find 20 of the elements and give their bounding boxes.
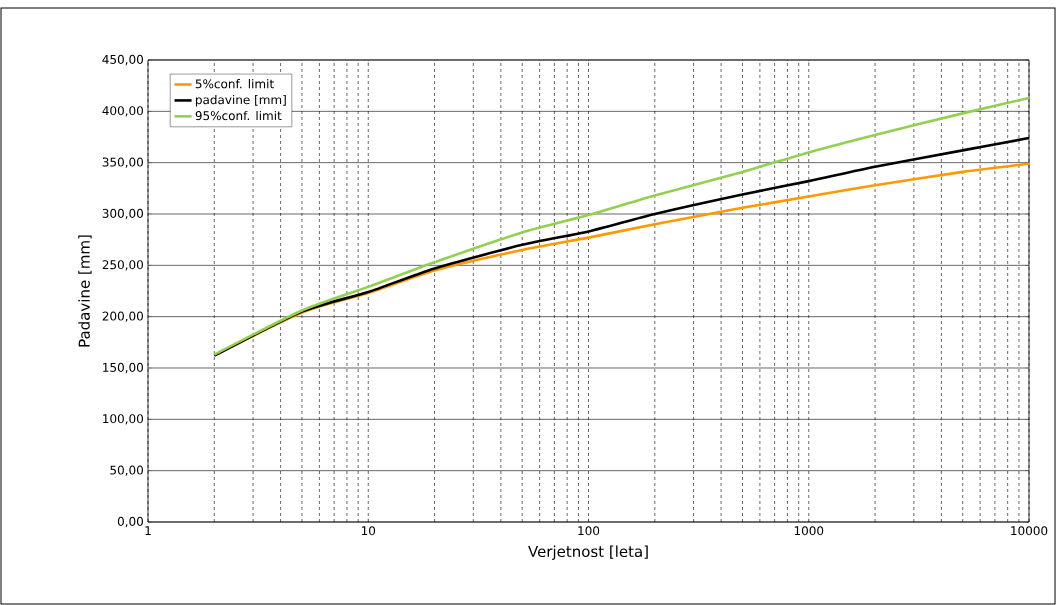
y-axis-title: Padavine [mm] — [78, 235, 92, 347]
x-tick-label: 10 — [361, 526, 376, 536]
y-tick-label: 250,00 — [102, 260, 143, 271]
y-tick-label: 200,00 — [102, 311, 143, 322]
y-tick-label: 350,00 — [102, 157, 143, 168]
y-tick-label: 0,00 — [117, 516, 143, 528]
y-tick-label: 450,00 — [102, 54, 143, 66]
x-axis-title: Verjetnost [leta] — [528, 545, 648, 560]
x-tick-label: 1 — [145, 526, 151, 535]
legend-label: 95%conf. limit — [195, 110, 282, 121]
y-tick-label: 400,00 — [102, 106, 143, 117]
legend-label: padavine [mm] — [195, 94, 286, 107]
x-tick-label: 1000 — [794, 526, 824, 536]
y-tick-label: 150,00 — [103, 362, 143, 374]
y-tick-label: 100,00 — [103, 414, 143, 425]
y-tick-label: 50,00 — [110, 465, 143, 476]
legend-label: 5%conf. limit — [195, 79, 274, 89]
y-tick-label: 300,00 — [102, 208, 143, 220]
x-tick-label: 100 — [578, 526, 600, 536]
x-tick-label: 10000 — [1011, 526, 1048, 536]
